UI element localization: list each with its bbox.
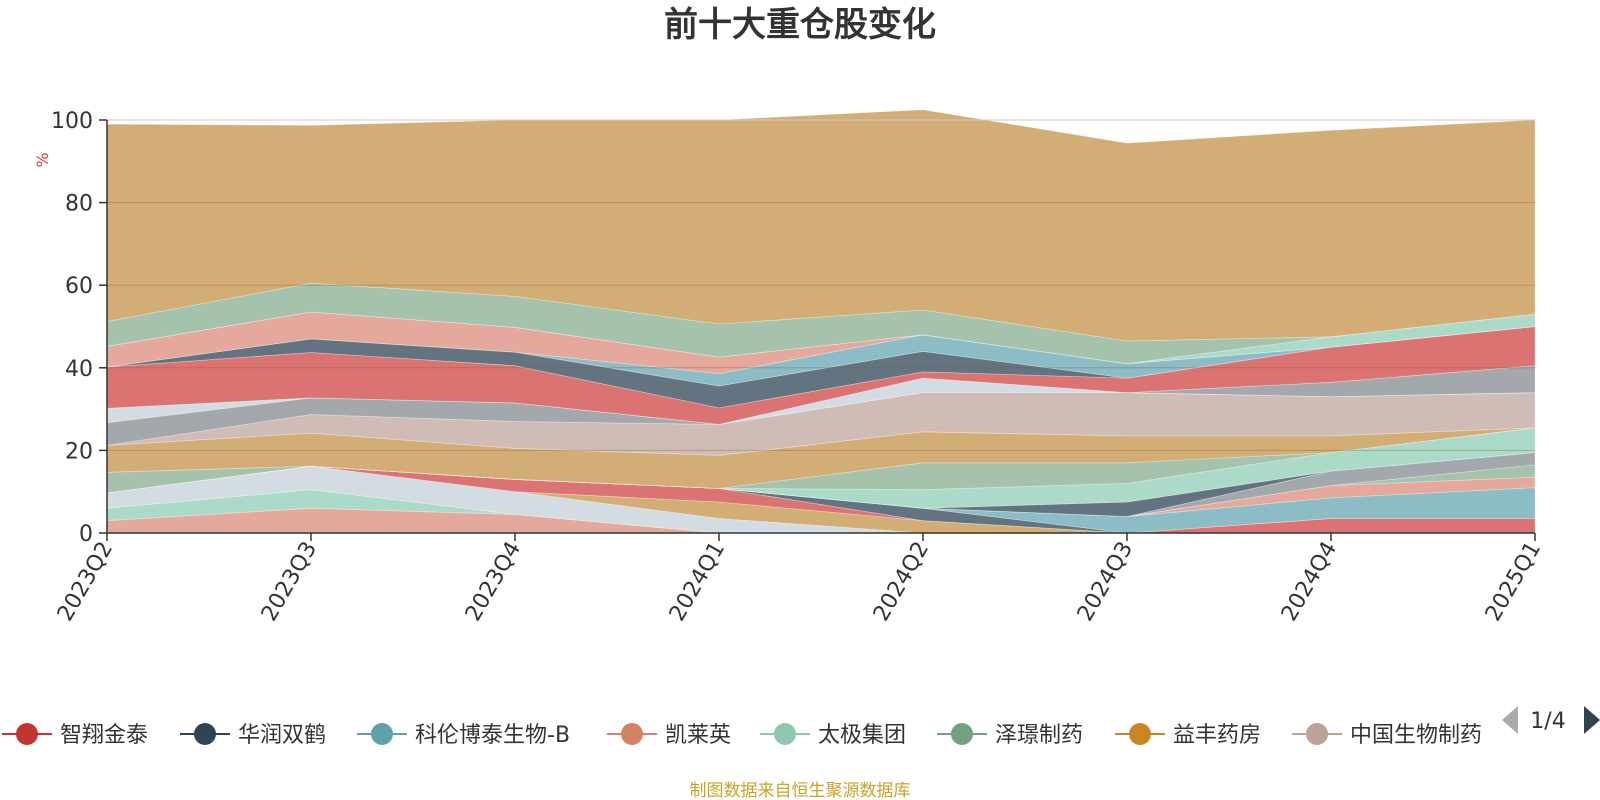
legend-prev-icon[interactable] [1502,706,1518,734]
area-series-9[interactable] [106,452,1536,517]
area-series-13[interactable] [106,427,1536,489]
legend-label: 泽璟制药 [995,723,1083,748]
y-tick-label: 60 [65,274,93,299]
legend-item[interactable]: 中国生物制药 [1292,723,1482,748]
legend-label: 太极集团 [818,723,906,748]
legend: 智翔金泰 华润双鹤 科伦博泰生物-B 凯莱英 太极集团 泽璟制药 益丰药房 中国生物制药 [2,723,1482,748]
legend-label: 中国生物制药 [1350,723,1482,748]
x-tick-label: 2023Q3 [257,538,322,626]
area-series-23[interactable] [106,282,1536,365]
area-series-4[interactable] [106,465,1536,534]
legend-item[interactable]: 科伦博泰生物-B [357,723,570,748]
legend-item[interactable]: 智翔金泰 [2,723,148,748]
legend-label: 科伦博泰生物-B [415,723,570,748]
x-tick-label: 2024Q3 [1073,538,1138,626]
legend-next-icon[interactable] [1584,706,1600,734]
x-tick-label: 2023Q4 [461,538,526,626]
y-tick-label: 100 [51,109,93,134]
legend-item[interactable]: 凯莱英 [607,723,731,748]
legend-circle-icon [951,723,973,745]
area-series-7[interactable] [106,465,1536,517]
area-series-11[interactable] [106,427,1536,509]
y-axis: 0 20 40 60 80 100 [51,109,108,547]
legend-label: 益丰药房 [1173,723,1261,748]
area-series-8[interactable] [106,464,1536,517]
legend-label: 凯莱英 [665,723,731,748]
legend-circle-icon [1306,723,1328,745]
x-tick-label: 2025Q1 [1481,538,1546,626]
legend-item[interactable]: 华润双鹤 [180,723,326,748]
legend-circle-icon [16,723,38,745]
legend-circle-icon [194,723,216,745]
x-tick-label: 2023Q2 [53,538,118,626]
area-series-22[interactable] [106,311,1536,365]
x-tick-label: 2024Q4 [1277,538,1342,626]
area-series-18[interactable] [106,326,1536,425]
legend-item[interactable]: 泽璟制药 [937,723,1083,748]
x-tick-label: 2024Q2 [869,538,934,626]
area-series-6[interactable] [106,465,1536,534]
legend-circle-icon [774,723,796,745]
y-axis-unit: % [33,152,52,167]
legend-circle-icon [371,723,393,745]
x-tick-label: 2024Q1 [665,538,730,626]
area-series-5[interactable] [106,465,1535,534]
legend-circle-icon [1129,723,1151,745]
y-tick-label: 80 [65,192,93,217]
y-tick-label: 40 [65,357,93,382]
x-axis: 2023Q2 2023Q3 2023Q4 2024Q1 2024Q2 2024Q3 2024… [53,532,1546,626]
grid-lines [107,119,1535,451]
chart-title: 前十大重仓股变化 [664,5,936,45]
area-series-14[interactable] [106,392,1536,456]
legend-page-indicator: 1/4 [1530,709,1565,734]
data-source-note: 制图数据来自恒生聚源数据库 [690,781,911,800]
legend-circle-icon [621,723,643,745]
legend-item[interactable]: 太极集团 [760,723,906,748]
legend-label: 智翔金泰 [60,723,148,748]
area-layers [106,109,1536,534]
legend-item[interactable]: 益丰药房 [1115,723,1261,748]
y-tick-label: 20 [65,439,93,464]
legend-label: 华润双鹤 [238,723,326,748]
y-tick-label: 0 [79,522,93,547]
legend-pager: 1/4 [1502,706,1600,734]
